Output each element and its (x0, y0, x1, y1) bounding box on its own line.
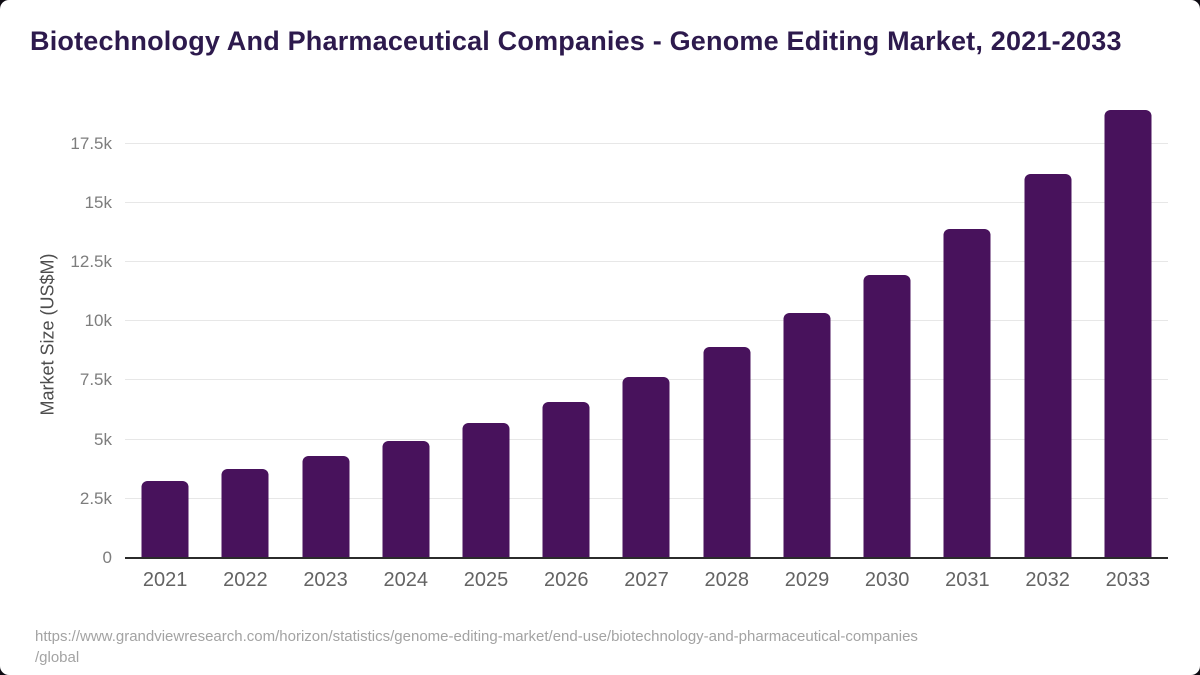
bar-2028[interactable] (703, 347, 751, 558)
gridline (125, 142, 1168, 144)
x-tick-label: 2030 (864, 569, 910, 591)
x-tick-label: 2027 (624, 569, 669, 591)
y-tick-label: 15k (84, 192, 112, 212)
bar-slot (285, 95, 365, 558)
y-tick-label: 0 (102, 548, 112, 567)
bar-slot (366, 95, 446, 558)
x-tick-label: 2022 (223, 569, 268, 591)
bar-2027[interactable] (622, 376, 670, 558)
bar-2022[interactable] (221, 469, 269, 558)
x-axis-line (125, 557, 1168, 559)
bar-slot (767, 95, 847, 558)
bar-slot (687, 95, 767, 558)
bar-2023[interactable] (302, 456, 350, 558)
x-tick-label: 2032 (1025, 569, 1070, 591)
y-tick-label: 10k (84, 311, 112, 331)
x-tick-label: 2021 (142, 569, 188, 591)
bar-slot (1008, 95, 1088, 558)
x-tick-label: 2025 (463, 569, 509, 591)
bar-slot (526, 95, 606, 558)
bar-slot (205, 95, 285, 558)
plot-area (125, 95, 1168, 559)
bar-2033[interactable] (1104, 110, 1152, 558)
source-url-line1: https://www.grandviewresearch.com/horizo… (35, 628, 918, 645)
bar-2032[interactable] (1024, 174, 1072, 558)
x-tick-label: 2033 (1105, 569, 1151, 591)
bar-slot (606, 95, 686, 558)
gridline (125, 201, 1168, 203)
gridline (125, 260, 1168, 262)
bar-slot (446, 95, 526, 558)
source-url-line2: /global (35, 649, 80, 666)
x-tick-label: 2028 (704, 569, 749, 591)
y-tick-label: 2.5k (79, 488, 112, 508)
y-tick-label: 5k (94, 429, 112, 449)
source-url: https://www.grandviewresearch.com/horizo… (35, 626, 918, 668)
x-axis: 2021 2022 2023 2024 2025 2026 2027 2028 2029 2030… (125, 566, 1168, 594)
bar-slot (847, 95, 927, 558)
bar-2029[interactable] (783, 312, 831, 558)
y-axis: 0 2.5k 5k 7.5k 10k 12.5k 15k 17.5k (50, 95, 112, 566)
bar-2025[interactable] (462, 423, 510, 558)
bar-2024[interactable] (382, 440, 430, 558)
gridline (125, 320, 1168, 322)
bar-2021[interactable] (141, 481, 189, 558)
bar-2026[interactable] (542, 401, 590, 558)
x-tick-label: 2029 (784, 569, 830, 591)
x-tick-label: 2024 (383, 569, 429, 591)
bar-slot (125, 95, 205, 558)
bar-2031[interactable] (943, 228, 991, 558)
chart-title: Biotechnology And Pharmaceutical Compani… (30, 26, 1122, 56)
x-tick-label: 2023 (303, 569, 348, 591)
y-tick-label: 17.5k (70, 133, 112, 153)
bar-slot (1088, 95, 1168, 558)
bar-slot (927, 95, 1007, 558)
bar-2030[interactable] (863, 275, 911, 558)
x-tick-label: 2031 (945, 569, 990, 591)
x-tick-label: 2026 (544, 569, 589, 591)
y-tick-label: 7.5k (79, 370, 112, 390)
y-tick-label: 12.5k (70, 251, 112, 271)
